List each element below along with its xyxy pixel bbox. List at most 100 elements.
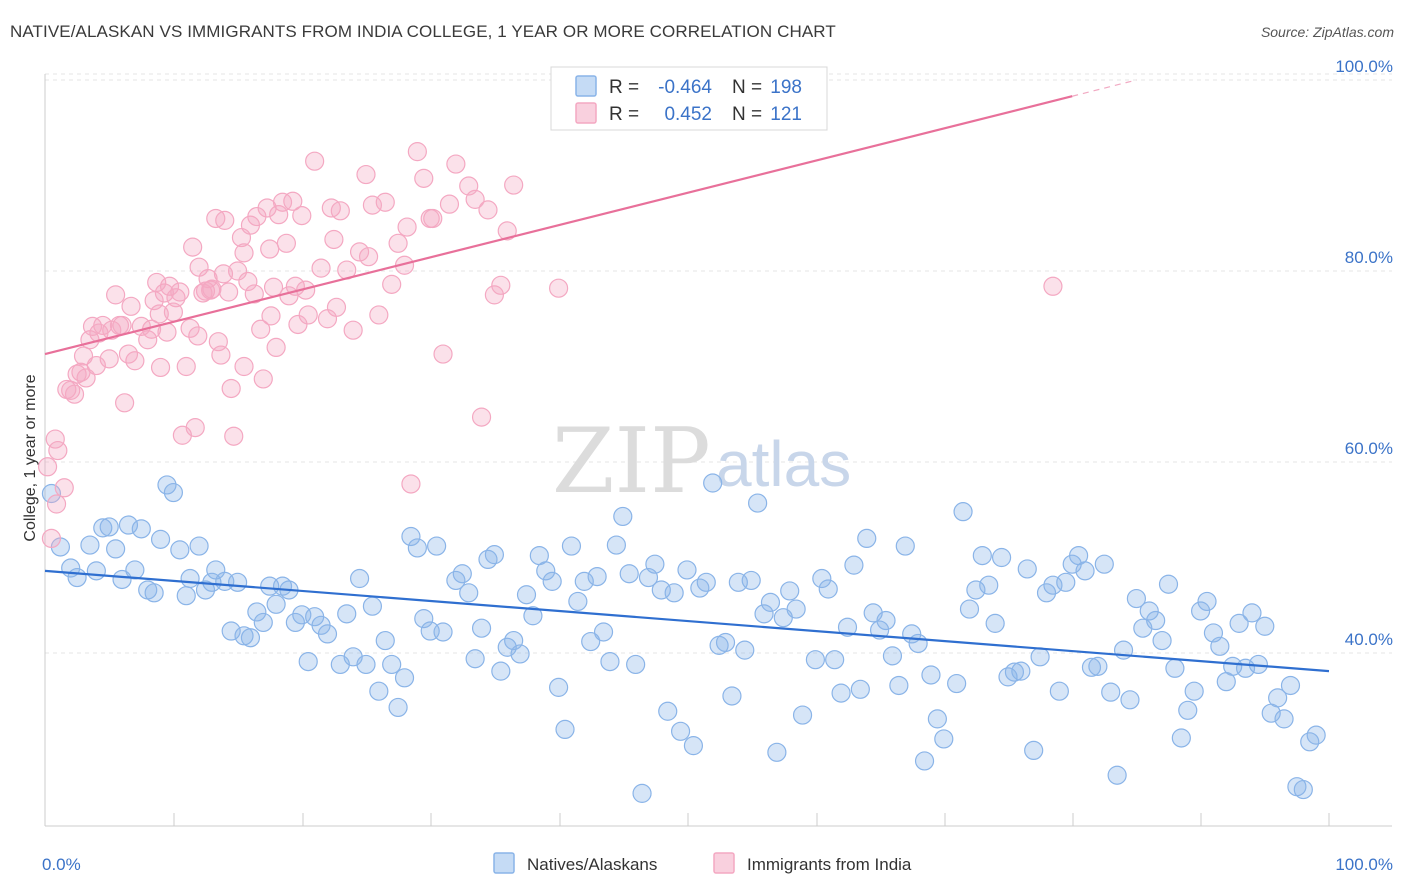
natives-point-185 [1268, 688, 1288, 708]
india-point-41 [202, 279, 222, 299]
natives-point-78 [568, 591, 588, 612]
india-point-116 [46, 494, 67, 514]
natives-point-155 [1075, 561, 1095, 581]
natives-point-157 [1088, 656, 1108, 676]
natives-point-16 [157, 475, 177, 495]
legend-r-label-1: R = [609, 77, 639, 98]
natives-point-75 [548, 677, 569, 697]
india-point-68 [292, 206, 312, 226]
natives-point-87 [626, 654, 646, 675]
natives-point-148 [1030, 647, 1050, 667]
natives-point-114 [805, 650, 826, 670]
india-point-33 [176, 356, 196, 377]
india-point-99 [504, 175, 524, 195]
india-point-52 [238, 271, 258, 292]
natives-point-69 [510, 644, 530, 664]
india-point-57 [253, 369, 273, 389]
india-point-89 [414, 168, 434, 188]
natives-point-152 [1056, 572, 1076, 592]
natives-point-21 [189, 536, 209, 556]
natives-point-90 [645, 554, 665, 574]
india-point-72 [311, 258, 331, 278]
india-point-84 [382, 274, 402, 294]
india-point-111 [358, 247, 379, 267]
natives-point-18 [170, 540, 190, 560]
india-point-106 [201, 280, 221, 300]
india-point-94 [465, 189, 485, 209]
natives-point-9 [112, 569, 132, 590]
natives-point-46 [356, 654, 376, 675]
india-point-97 [491, 275, 511, 295]
india-point-44 [211, 345, 231, 365]
legend-n-value-2: 121 [770, 104, 802, 125]
legend-n-value-1: 198 [770, 77, 802, 98]
india-point-113 [423, 208, 443, 229]
natives-point-138 [966, 580, 986, 600]
india-point-1 [41, 528, 62, 549]
india-point-109 [288, 314, 308, 335]
natives-point-145 [1011, 661, 1031, 681]
india-point-101 [1043, 276, 1063, 296]
india-point-112 [397, 217, 417, 237]
natives-point-108 [760, 592, 781, 612]
india-point-85 [388, 233, 408, 253]
natives-point-112 [786, 599, 806, 619]
india-point-82 [369, 305, 389, 325]
india-point-31 [170, 282, 190, 302]
india-point-62 [269, 205, 289, 225]
india-point-25 [147, 272, 167, 293]
natives-point-76 [555, 719, 575, 740]
india-point-51 [234, 243, 254, 263]
x-tick-right: 100.0% [1335, 855, 1393, 874]
natives-point-49 [375, 630, 395, 651]
natives-point-77 [561, 536, 582, 556]
natives-point-117 [825, 650, 845, 670]
india-point-26 [150, 357, 171, 378]
natives-point-61 [459, 583, 479, 603]
india-point-118 [109, 315, 130, 336]
natives-point-19 [176, 586, 196, 606]
natives-point-111 [780, 581, 800, 601]
india-point-13 [93, 315, 113, 336]
natives-point-47 [362, 596, 383, 616]
india-point-16 [106, 285, 126, 305]
legend-r-value-1: -0.464 [658, 77, 712, 98]
natives-point-14 [144, 583, 164, 603]
india-trend-line-extension [1072, 79, 1137, 97]
natives-point-6 [93, 518, 113, 538]
natives-point-122 [857, 528, 877, 549]
natives-point-30 [247, 602, 267, 622]
natives-point-144 [1004, 662, 1025, 682]
natives-point-85 [613, 506, 633, 527]
natives-point-167 [1152, 630, 1172, 651]
india-point-63 [272, 192, 293, 212]
natives-point-166 [1146, 610, 1166, 631]
watermark-zip: ZIP [552, 409, 711, 514]
legend-swatch-pink [575, 102, 597, 124]
trend-lines [44, 79, 1330, 673]
natives-point-29 [240, 628, 261, 648]
natives-point-132 [921, 665, 941, 685]
natives-point-131 [914, 751, 935, 771]
y-tick-label-1: 60.0% [1345, 439, 1393, 458]
india-point-75 [324, 229, 344, 250]
watermark-atlas: atlas [716, 428, 851, 500]
y-tick-label-3: 100.0% [1335, 57, 1393, 76]
india-point-14 [99, 349, 119, 369]
india-point-115 [478, 200, 498, 220]
natives-point-3 [67, 567, 87, 588]
x-tick-labels: 0.0% 100.0% [42, 855, 1393, 874]
india-point-119 [149, 304, 169, 324]
natives-point-52 [394, 668, 415, 688]
india-point-54 [244, 284, 264, 304]
natives-point-127 [889, 675, 909, 696]
natives-point-106 [748, 493, 768, 513]
natives-point-173 [1190, 601, 1211, 621]
natives-point-149 [1036, 583, 1057, 603]
india-point-66 [283, 191, 303, 211]
natives-point-88 [632, 783, 652, 803]
natives-point-172 [1184, 681, 1204, 701]
natives-point-181 [1242, 603, 1262, 623]
natives-point-104 [735, 640, 755, 660]
natives-point-55 [414, 609, 434, 629]
